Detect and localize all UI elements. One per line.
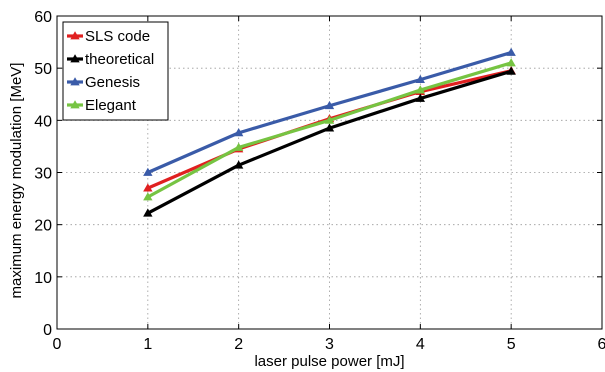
data-point-elegant [324, 115, 335, 124]
data-point-theoretical [233, 160, 244, 169]
legend-label-theoretical: theoretical [85, 51, 154, 68]
data-point-elegant [415, 85, 426, 94]
series-genesis [143, 47, 516, 176]
data-point-genesis [506, 47, 516, 56]
data-point-theoretical [506, 66, 516, 75]
legend-marker-elegant [70, 100, 80, 109]
y-tick-label: 20 [34, 218, 52, 235]
y-tick-label: 10 [34, 270, 52, 287]
data-point-elegant [143, 192, 153, 201]
x-tick-label: 1 [143, 336, 152, 353]
series-theoretical [143, 66, 516, 217]
x-tick-label: 3 [325, 336, 334, 353]
y-tick-label: 50 [34, 61, 52, 78]
legend: SLS code theoretical Genesis Elegant [62, 21, 169, 121]
legend-label-sls-code: SLS code [85, 28, 150, 45]
x-tick-label: 6 [598, 336, 605, 353]
legend-label-genesis: Genesis [85, 74, 140, 91]
data-point-genesis [233, 128, 244, 137]
y-axis-label: maximum energy modulation [MeV] [8, 63, 25, 299]
data-point-genesis [143, 167, 153, 176]
x-tick-label: 4 [416, 336, 425, 353]
data-point-genesis [324, 100, 335, 110]
data-point-theoretical [415, 93, 426, 102]
legend-label-elegant: Elegant [85, 97, 137, 114]
y-tick-label: 30 [34, 166, 52, 183]
y-tick-label: 40 [34, 113, 52, 130]
data-point-genesis [415, 74, 426, 84]
x-tick-label: 0 [53, 336, 62, 353]
y-tick-label: 0 [43, 322, 52, 339]
series-elegant [143, 58, 516, 201]
x-tick-label: 2 [234, 336, 243, 353]
legend-marker-genesis [70, 77, 80, 86]
data-point-elegant [233, 142, 244, 151]
series-layer [143, 47, 516, 217]
legend-marker-theoretical [70, 54, 80, 63]
data-point-sls-code [143, 183, 153, 192]
y-tick-label: 60 [34, 9, 52, 26]
x-tick-label: 5 [507, 336, 516, 353]
data-point-theoretical [324, 123, 335, 132]
data-point-theoretical [143, 208, 153, 217]
x-axis-label: laser pulse power [mJ] [254, 353, 404, 370]
legend-marker-sls-code [70, 31, 80, 40]
data-point-elegant [506, 58, 516, 67]
